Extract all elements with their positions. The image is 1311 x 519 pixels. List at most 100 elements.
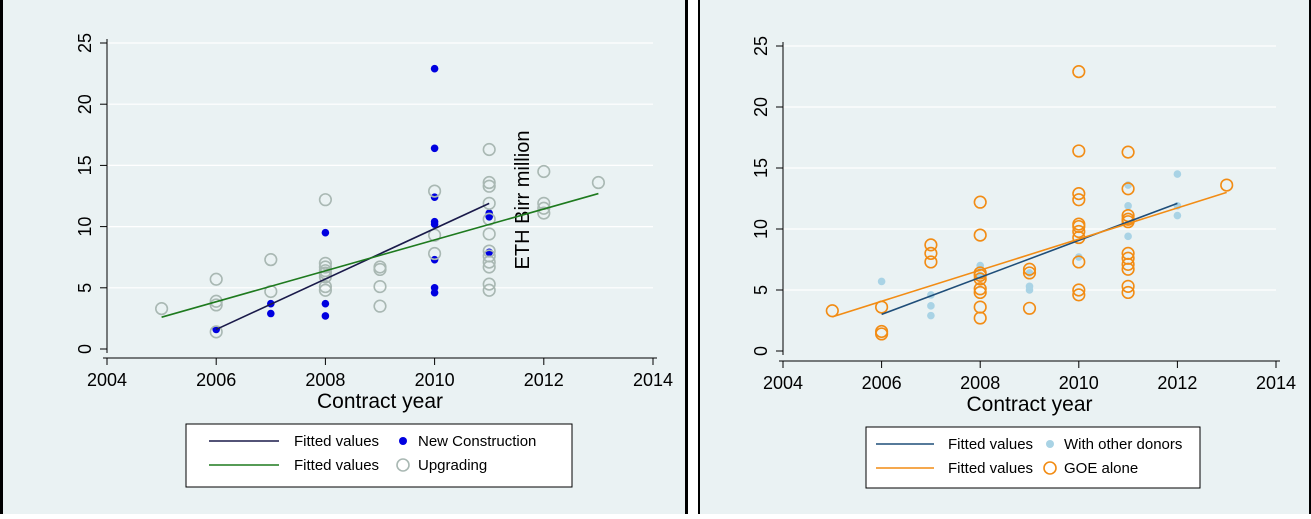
- data-point: [927, 302, 935, 310]
- data-point: [973, 228, 987, 242]
- legend-label: GOE alone: [1064, 460, 1138, 477]
- data-point: [1121, 246, 1135, 260]
- data-point: [1121, 182, 1135, 196]
- data-point: [1072, 283, 1086, 297]
- data-point: [482, 175, 496, 190]
- data-point: [927, 311, 935, 320]
- data-point: [209, 298, 223, 312]
- data-point: [212, 325, 220, 334]
- y-tick-label: 10: [751, 219, 771, 239]
- x-tick-label: 2008: [305, 370, 345, 390]
- data-point: [430, 217, 439, 226]
- legend-label: New Construction: [418, 433, 536, 450]
- data-point: [318, 283, 333, 297]
- data-point: [924, 255, 938, 269]
- x-tick-label: 2004: [87, 370, 127, 390]
- y-tick-label: 20: [75, 94, 95, 114]
- legend-label: Fitted values: [294, 457, 379, 474]
- data-point: [482, 249, 496, 263]
- data-point: [373, 260, 387, 274]
- data-point: [430, 144, 439, 153]
- data-point: [537, 206, 551, 220]
- legend-key-marker: [396, 458, 410, 472]
- fitted-line: [832, 191, 1227, 318]
- x-tick-label: 2010: [415, 370, 455, 390]
- data-point: [924, 238, 938, 252]
- data-point: [482, 277, 496, 291]
- fitted-line: [881, 202, 1178, 316]
- y-tick-label: 15: [751, 158, 771, 178]
- data-point: [209, 294, 223, 308]
- legend-box: [865, 426, 1201, 489]
- data-point: [1072, 224, 1086, 239]
- x-tick-label: 2006: [196, 370, 236, 390]
- data-point: [482, 283, 496, 297]
- data-point: [321, 299, 330, 308]
- data-point: [973, 266, 987, 280]
- data-point: [1124, 202, 1132, 210]
- data-point: [321, 228, 330, 237]
- data-point: [1072, 144, 1086, 158]
- fitted-line: [161, 192, 599, 318]
- data-point: [209, 272, 223, 286]
- x-tick-label: 2014: [633, 370, 673, 390]
- data-point: [430, 284, 439, 292]
- fitted-line: [215, 202, 490, 331]
- data-point: [430, 64, 439, 73]
- data-point: [373, 279, 387, 294]
- data-point: [1124, 232, 1132, 241]
- chart-left: 0 5 10 15 20 25 2004 2006 2008 2010 2012 2014 Contra…: [3, 0, 685, 514]
- data-point: [537, 201, 551, 215]
- x-tick-label: 2012: [1157, 373, 1197, 393]
- data-point: [1121, 279, 1135, 293]
- data-point: [482, 196, 496, 210]
- x-tick-label: 2008: [960, 373, 1000, 393]
- legend-key-marker: [1046, 440, 1054, 448]
- x-axis-title: Contract year: [317, 390, 443, 413]
- data-point: [1022, 266, 1037, 280]
- legend-label: With other donors: [1064, 436, 1182, 453]
- legend-label: Upgrading: [418, 457, 487, 474]
- data-point: [482, 142, 496, 157]
- legend-label: Fitted values: [948, 436, 1033, 453]
- data-point: [1072, 187, 1086, 201]
- data-point: [1072, 217, 1086, 231]
- legend-label: Fitted values: [948, 460, 1033, 477]
- data-point: [318, 279, 333, 294]
- data-point: [924, 246, 938, 260]
- data-point: [1022, 301, 1037, 315]
- data-point: [373, 299, 387, 313]
- data-point: [537, 164, 551, 179]
- x-tick-label: 2004: [763, 373, 803, 393]
- data-point: [1121, 285, 1135, 300]
- y-tick-label: 25: [75, 33, 95, 53]
- y-tick-label: 10: [75, 217, 95, 237]
- data-point: [1072, 65, 1086, 79]
- chart-panel-right: 0 5 10 15 20 25 2004 2006 2008 2010 2012 2014 Contra…: [698, 0, 1311, 514]
- data-point: [1025, 282, 1034, 291]
- data-point: [482, 244, 496, 258]
- data-point: [877, 277, 886, 286]
- x-axis-title: Contract year: [966, 393, 1092, 416]
- x-tick-label: 2006: [862, 373, 902, 393]
- data-point: [1173, 211, 1182, 220]
- data-point: [482, 227, 496, 241]
- data-point: [591, 175, 606, 190]
- data-point: [875, 324, 889, 339]
- y-tick-label: 20: [751, 97, 771, 117]
- data-point: [318, 193, 333, 207]
- data-point: [428, 246, 442, 261]
- chart-annotation: ETH Birr million: [512, 131, 534, 270]
- x-tick-label: 2014: [1256, 373, 1296, 393]
- data-point: [1072, 255, 1086, 269]
- x-tick-label: 2012: [524, 370, 564, 390]
- data-point: [1075, 253, 1083, 261]
- chart-panel-left: 0 5 10 15 20 25 2004 2006 2008 2010 2012 2014 Contra…: [0, 0, 688, 514]
- y-tick-label: 25: [751, 36, 771, 56]
- data-point: [482, 179, 496, 193]
- y-tick-label: 0: [75, 344, 95, 354]
- legend-key-marker: [1043, 461, 1057, 475]
- data-point: [1072, 288, 1086, 302]
- chart-right: 0 5 10 15 20 25 2004 2006 2008 2010 2012 2014 Contra…: [700, 0, 1309, 514]
- data-point: [973, 285, 987, 300]
